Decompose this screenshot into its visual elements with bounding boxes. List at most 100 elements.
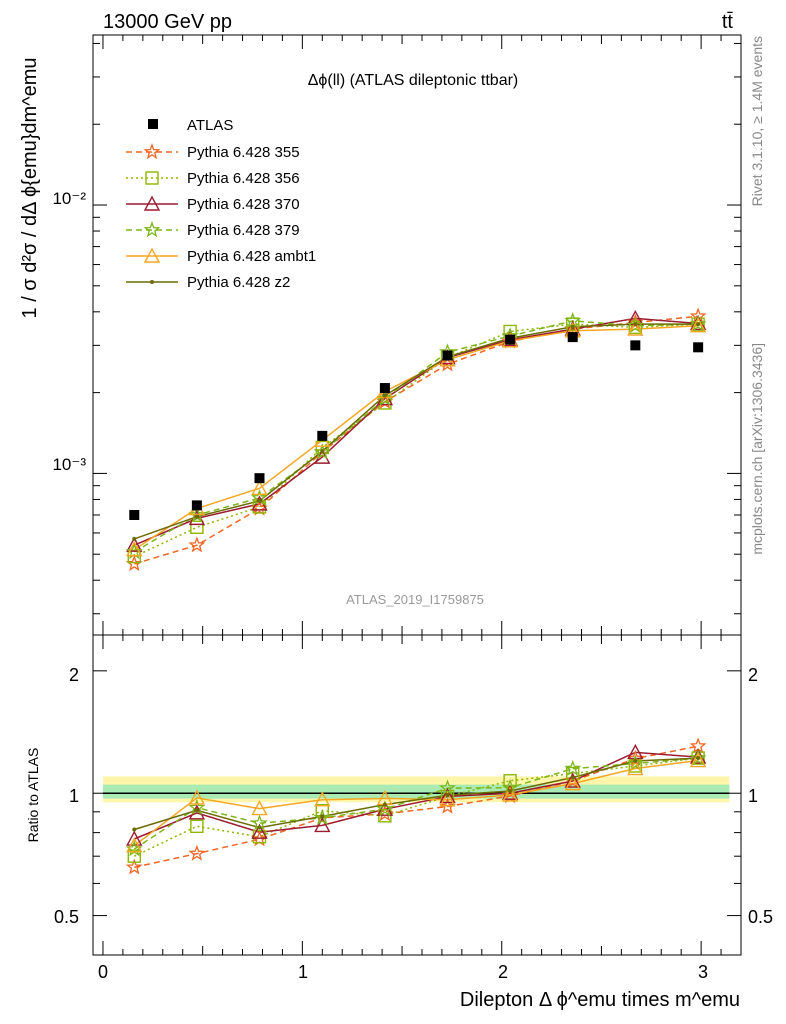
legend-marker-3 [143, 221, 161, 238]
legend-marker-4 [143, 247, 161, 263]
ratio-tick-labels: 0.5 1 2 0.5 1 2 [54, 665, 773, 927]
ratio-series-5-point-4 [382, 802, 387, 807]
ratio-tick-right-1: 1 [748, 786, 758, 806]
ratio-tick-left-2: 2 [69, 665, 79, 685]
rivet-version-label: Rivet 3.1.10, ≥ 1.4M events [749, 36, 765, 206]
series-1-point-3 [315, 440, 329, 455]
ratio-band-inner [102, 784, 730, 799]
ratio-series-line-1 [133, 757, 699, 857]
ratio-series-2-point-3 [314, 816, 331, 833]
series-5-point-3 [320, 449, 325, 454]
series-line-2 [134, 317, 699, 546]
series-4-point-8 [627, 320, 644, 336]
ratio-tick-left-0.5: 0.5 [54, 907, 79, 927]
ratio-tick-right-0.5: 0.5 [748, 907, 773, 927]
ratio-series-3-point-3 [313, 809, 331, 826]
series-5-point-9 [696, 322, 701, 327]
y-tick-label-1e-2: 10⁻² [52, 189, 86, 208]
ratio-series-4-point-2 [251, 800, 268, 816]
data-point-9 [693, 342, 704, 353]
legend-label-4: Pythia 6.428 ambt1 [187, 248, 316, 265]
ratio-series-3-point-4 [376, 800, 394, 817]
series-3-point-4 [376, 389, 394, 406]
data-point-2 [254, 473, 265, 484]
series-line-3 [133, 320, 699, 553]
series-4-point-9 [689, 317, 707, 333]
legend-item-series-2: Pythia 6.428 370 [126, 195, 300, 213]
series-line-4 [133, 324, 699, 551]
series-1-point-7 [566, 317, 580, 331]
ratio-series-0-point-1 [188, 844, 206, 861]
ratio-series-5-point-7 [570, 775, 575, 780]
ratio-series-4-point-6 [501, 786, 519, 802]
ratio-series-line-4 [133, 759, 699, 847]
legend-label-0: Pythia 6.428 355 [187, 144, 300, 161]
legend-item-data: ATLAS [148, 117, 233, 134]
data-point-0 [129, 509, 140, 520]
ratio-series-1-point-7 [566, 766, 580, 781]
ratio-series-4-point-1 [188, 789, 206, 805]
ratio-series-4-point-9 [689, 752, 707, 768]
ratio-series-0-point-0 [125, 858, 143, 875]
ratio-series-0-point-2 [251, 830, 268, 847]
legend-label-1: Pythia 6.428 356 [187, 170, 300, 187]
ratio-series-2-point-7 [564, 772, 581, 788]
ratio-series-5-point-8 [633, 759, 638, 764]
series-4-point-2 [251, 479, 268, 496]
legend-item-series-1: Pythia 6.428 356 [126, 170, 300, 187]
y-tick-label-1e-3: 10⁻³ [52, 455, 86, 474]
x-tick-labels: 0 1 2 3 [98, 962, 708, 982]
ratio-series-4-point-0 [126, 837, 143, 853]
legend-marker-data [148, 119, 158, 129]
series-5-point-8 [633, 322, 638, 327]
x-tick-label-2: 2 [498, 962, 508, 982]
legend-label-3: Pythia 6.428 379 [187, 222, 300, 239]
ratio-series-5-point-1 [194, 808, 199, 813]
series-4-point-0 [126, 541, 143, 557]
series-0-point-0 [125, 555, 143, 572]
ratio-series-2-point-9 [689, 748, 707, 764]
series-5-point-2 [257, 498, 262, 503]
data-point-6 [505, 334, 516, 345]
ratio-series-5-point-6 [508, 788, 513, 793]
series-3-point-9 [689, 315, 707, 332]
ratio-tick-left-1: 1 [69, 786, 79, 806]
ratio-series-5-point-0 [132, 827, 137, 832]
ratio-series-2-point-5 [439, 787, 456, 804]
analysis-id: ATLAS_2019_I1759875 [346, 592, 484, 607]
x-tick-label-0: 0 [98, 962, 108, 982]
ratio-series-line-3 [133, 757, 699, 850]
legend-item-series-5: Pythia 6.428 z2 [126, 274, 290, 291]
legend-label-2: Pythia 6.428 370 [187, 196, 300, 213]
ratio-series-5-point-9 [696, 756, 701, 761]
ratio-series-3-point-5 [439, 779, 456, 796]
x-tick-label-3: 3 [698, 962, 708, 982]
y-axis-label: 1 / σ d²σ / dΔ ϕ{emu}dm^emu [19, 58, 41, 319]
series-3-point-0 [125, 543, 143, 560]
legend: ATLAS Pythia 6.428 355 Pythia 6.428 356 Py… [126, 117, 316, 291]
series-1-point-1 [190, 520, 204, 534]
series-line-1 [133, 323, 699, 558]
ratio-series-3-point-7 [564, 759, 582, 776]
data-point-4 [379, 383, 390, 394]
ratio-series-4-point-8 [627, 760, 644, 776]
mcplots-label: mcplots.cern.ch [arXiv:1306.3436] [749, 343, 765, 555]
ratio-series-2-point-4 [376, 800, 394, 816]
ratio-plot-frame [92, 634, 742, 956]
series-2-point-9 [689, 314, 707, 331]
ratio-tick-right-2: 2 [748, 665, 758, 685]
legend-item-series-0: Pythia 6.428 355 [126, 143, 300, 161]
series-0-point-1 [188, 536, 206, 553]
ratio-series-3-point-9 [689, 749, 707, 766]
data-point-8 [630, 340, 641, 351]
x-axis-label: Dilepton Δ ϕ^emu times m^emu [460, 989, 740, 1011]
ratio-series-1-point-0 [127, 849, 141, 863]
legend-marker-0 [143, 143, 161, 160]
ratio-series-2-point-2 [251, 823, 268, 839]
ratio-series-0-point-5 [439, 797, 456, 814]
legend-label-5: Pythia 6.428 z2 [187, 274, 290, 291]
series-2-point-0 [126, 536, 143, 552]
series-line-5 [134, 323, 699, 540]
y-tick-labels: 10⁻³ 10⁻² [52, 189, 86, 474]
